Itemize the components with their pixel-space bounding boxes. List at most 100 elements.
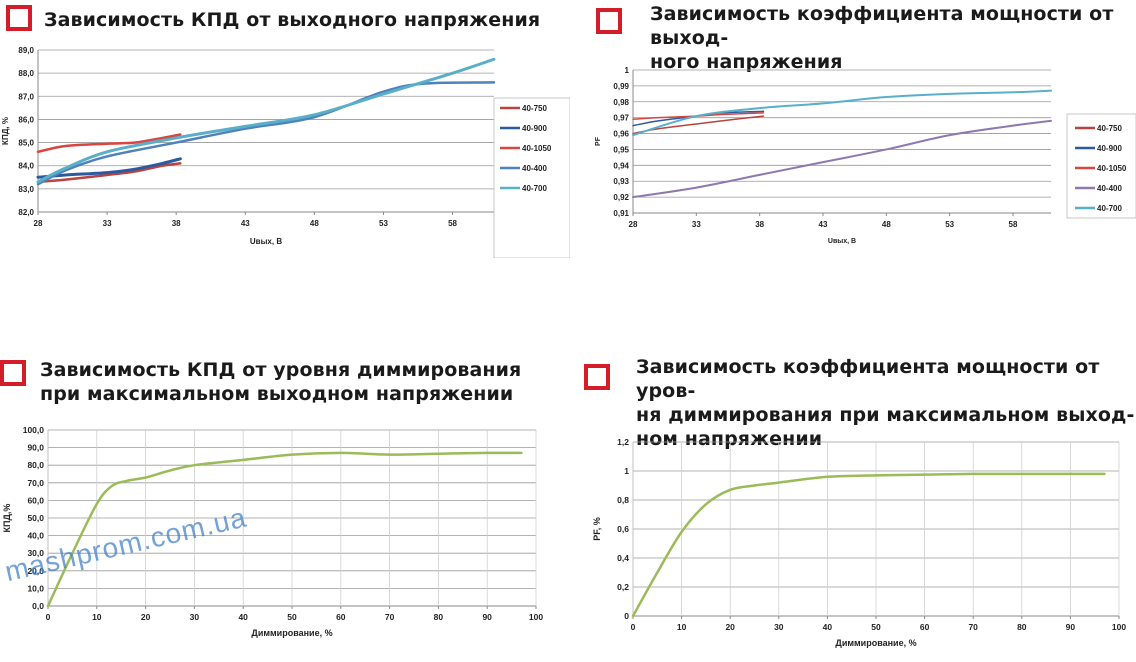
series-line-40-400 — [632, 119, 1052, 199]
legend-label: 40-1050 — [1097, 164, 1127, 173]
x-tick-label: 58 — [1009, 220, 1018, 229]
series-line-40-400 — [36, 81, 496, 186]
y-tick-label: 100,0 — [23, 425, 45, 435]
efficiency-vs-voltage-chart: 82,0 83,0 84,0 85,0 86,0 87,0 88,0 89,0 28 33 38 43… — [1, 46, 570, 258]
x-tick-label: 90 — [1066, 622, 1076, 632]
power-factor-vs-dimming-chart: 0 0,2 0,4 0,6 0,8 1 1,2 0 10 20 30 40 50 60 70 80 90 100 Д… — [592, 437, 1126, 648]
y-tick-label: 0,0 — [32, 601, 44, 611]
y-tick-label: 90,0 — [27, 443, 44, 453]
chart-2-title-line: ного напряжения — [650, 51, 843, 73]
legend-label: 40-1050 — [522, 144, 552, 153]
legend-label: 40-900 — [1097, 144, 1122, 153]
legend-box — [1066, 113, 1136, 219]
y-tick-label: 10,0 — [27, 583, 44, 593]
x-tick-label: 38 — [172, 219, 181, 228]
series-line-40-1050 — [36, 133, 182, 154]
series-line-40-700 — [36, 57, 496, 184]
y-tick-label: 80,0 — [27, 460, 44, 470]
y-tick-label: 50,0 — [27, 513, 44, 523]
legend-label: 40-400 — [522, 164, 547, 173]
x-tick-label: 48 — [310, 219, 319, 228]
efficiency-vs-dimming-chart: 0,0 10,0 20,0 30,0 40,0 50,0 60,0 70,0 80,0 90,0 1… — [2, 425, 543, 638]
x-tick-label: 60 — [920, 622, 930, 632]
x-tick-label: 53 — [945, 220, 954, 229]
x-tick-label: 40 — [238, 612, 248, 622]
series-line — [46, 451, 523, 608]
x-tick-label: 90 — [482, 612, 492, 622]
y-tick-label: 0,95 — [613, 145, 629, 154]
x-tick-label: 10 — [677, 622, 687, 632]
y-axis-label: КПД, % — [1, 117, 10, 145]
legend-label: 40-400 — [1097, 184, 1122, 193]
x-tick-label: 100 — [1112, 622, 1126, 632]
x-tick-label: 48 — [882, 220, 891, 229]
y-axis-label: PF, % — [592, 517, 602, 541]
series-line-40-750 — [36, 162, 182, 184]
legend-box — [493, 97, 570, 258]
legend-label: 40-750 — [1097, 124, 1122, 133]
y-tick-label: 60,0 — [27, 495, 44, 505]
y-tick-label: 0,6 — [617, 524, 629, 534]
title-marker-box — [0, 360, 26, 386]
x-axis-label: Uвых, В — [828, 238, 856, 245]
x-axis-label: Диммирование, % — [835, 638, 916, 648]
x-tick-label: 30 — [190, 612, 200, 622]
x-tick-label: 40 — [823, 622, 833, 632]
y-axis-label: КПД,% — [2, 504, 12, 533]
x-tick-label: 43 — [819, 220, 828, 229]
title-marker-box — [584, 364, 610, 390]
chart-3-title-line: при максимальном выходном напряжении — [40, 383, 514, 405]
x-tick-label: 20 — [141, 612, 151, 622]
y-tick-label: 0,91 — [613, 209, 629, 218]
x-tick-label: 100 — [529, 612, 543, 622]
y-tick-label: 83,0 — [18, 185, 34, 194]
y-tick-label: 0,92 — [613, 193, 629, 202]
series-line — [631, 472, 1106, 618]
chart-1-title: Зависимость КПД от выходного напряжения — [44, 8, 540, 32]
chart-4-title-line: Зависимость коэффициента мощности от уро… — [636, 356, 1100, 402]
x-tick-label: 33 — [103, 219, 112, 228]
x-tick-label: 50 — [287, 612, 297, 622]
y-tick-label: 89,0 — [18, 46, 34, 55]
chart-1-title-line: Зависимость КПД от выходного напряжения — [44, 9, 541, 31]
y-tick-label: 0 — [624, 611, 629, 621]
chart-2-title-line: Зависимость коэффициента мощности от вых… — [650, 3, 1114, 49]
x-axis-label: Uвых, В — [250, 237, 282, 246]
y-tick-label: 1 — [624, 466, 629, 476]
x-tick-label: 80 — [434, 612, 444, 622]
legend-label: 40-900 — [522, 124, 547, 133]
y-tick-label: 84,0 — [18, 162, 34, 171]
y-tick-label: 0,97 — [613, 114, 629, 123]
chart-4-title-line: ном напряжении — [636, 428, 823, 450]
x-tick-label: 43 — [241, 219, 250, 228]
y-tick-label: 0,94 — [613, 161, 629, 170]
x-tick-label: 20 — [725, 622, 735, 632]
title-marker-box — [6, 5, 32, 31]
x-tick-label: 50 — [871, 622, 881, 632]
y-tick-label: 40,0 — [27, 531, 44, 541]
y-tick-label: 86,0 — [18, 115, 34, 124]
chart-3-title-line: Зависимость КПД от уровня диммирования — [40, 359, 522, 381]
title-marker-box — [596, 8, 622, 34]
x-axis-label: Диммирование, % — [251, 628, 332, 638]
y-tick-label: 0,4 — [617, 553, 629, 563]
y-tick-label: 0,96 — [613, 130, 629, 139]
y-tick-label: 0,8 — [617, 495, 629, 505]
y-tick-label: 0,99 — [613, 82, 629, 91]
power-factor-vs-voltage-chart: 0,91 0,92 0,93 0,94 0,95 0,96 0,97 0,98 0,99 1 28 3… — [595, 66, 1136, 245]
y-tick-label: 0,2 — [617, 582, 629, 592]
x-tick-label: 70 — [385, 612, 395, 622]
x-tick-label: 28 — [34, 219, 43, 228]
y-tick-label: 20,0 — [27, 566, 44, 576]
x-tick-label: 0 — [46, 612, 51, 622]
chart-4-title: Зависимость коэффициента мощности от уро… — [636, 355, 1136, 451]
series-line-40-700 — [632, 89, 1052, 137]
y-tick-label: 87,0 — [18, 92, 34, 101]
legend-label: 40-700 — [522, 184, 547, 193]
y-axis-label: PF — [595, 136, 602, 146]
chart-3-title: Зависимость КПД от уровня диммирования п… — [40, 358, 521, 406]
x-tick-label: 33 — [692, 220, 701, 229]
x-tick-label: 30 — [774, 622, 784, 632]
y-tick-label: 70,0 — [27, 478, 44, 488]
y-tick-label: 88,0 — [18, 69, 34, 78]
